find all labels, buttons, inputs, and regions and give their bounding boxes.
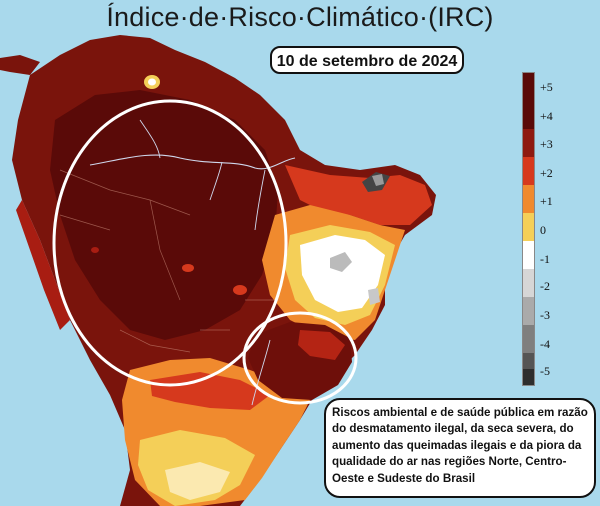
north-coast <box>0 55 40 75</box>
southeast-red <box>298 330 345 360</box>
north-spot-core <box>148 78 156 86</box>
legend-swatch-m5 <box>523 369 534 385</box>
color-legend: +5 +4 +3 +2 +1 0 -1 -2 -3 -4 -5 <box>522 72 592 390</box>
legend-swatch-m2 <box>523 297 534 325</box>
date-label: 10 de setembro de 2024 <box>270 46 464 74</box>
legend-swatch-m1 <box>523 269 534 297</box>
legend-swatch-p4 <box>523 129 534 157</box>
annotation-box: Riscos ambiental e de saúde pública em r… <box>324 398 596 498</box>
legend-label-p3: +3 <box>540 137 553 151</box>
grey-patch-a <box>330 252 352 272</box>
grey-patch-b <box>368 288 380 305</box>
legend-label-p2: +2 <box>540 166 553 180</box>
amazon-spot-c <box>91 247 99 253</box>
legend-label-0: 0 <box>540 223 546 237</box>
amazon-core <box>50 90 278 340</box>
legend-label-p5: +5 <box>540 80 553 94</box>
amazon-river <box>89 154 296 170</box>
legend-swatch-0 <box>523 241 534 269</box>
amazon-spot-a <box>182 264 194 272</box>
legend-label-p1: +1 <box>540 194 553 208</box>
country-borders <box>59 169 280 353</box>
legend-label-m3: -3 <box>540 308 550 322</box>
legend-label-m4: -4 <box>540 337 550 351</box>
river-tributary-b <box>209 161 223 201</box>
legend-label-m2: -2 <box>540 279 550 293</box>
parana-river <box>251 339 271 406</box>
legend-label-p4: +4 <box>540 109 553 123</box>
legend-swatch-m4 <box>523 353 534 369</box>
legend-label-m1: -1 <box>540 252 550 266</box>
andes-fringe <box>16 200 70 330</box>
legend-swatch-p1 <box>523 213 534 241</box>
legend-bar <box>522 72 535 386</box>
south-neutral <box>165 462 230 500</box>
amazon-spot-b <box>233 285 247 295</box>
page-title: Índice·de·Risco·Climático·(IRC) <box>106 2 494 32</box>
neutral-zone <box>300 235 385 312</box>
legend-label-m5: -5 <box>540 364 550 378</box>
river-tributary-a <box>139 119 161 159</box>
legend-swatch-m3 <box>523 325 534 353</box>
legend-swatch-p3 <box>523 157 534 185</box>
southeast-highlight-circle <box>242 311 358 405</box>
river-tributary-c <box>254 169 266 231</box>
grey-patch-coast-light <box>372 174 384 186</box>
legend-swatch-p2 <box>523 185 534 213</box>
south-red-streak <box>150 372 270 410</box>
amazon-highlight-circle <box>52 99 288 387</box>
legend-swatch-p5 <box>523 73 534 129</box>
